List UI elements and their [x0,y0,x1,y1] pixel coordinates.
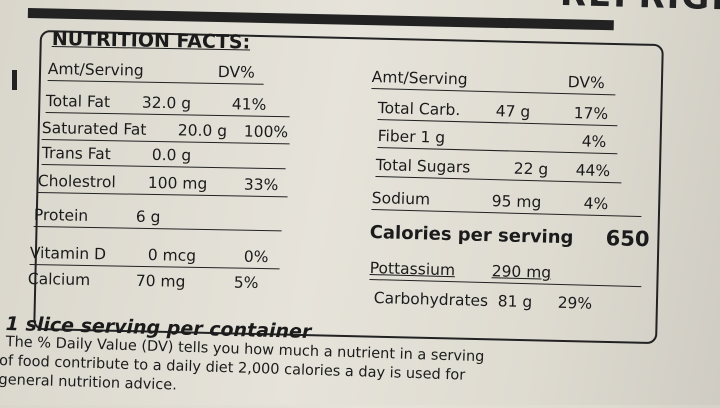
nutrient-label: Pottassium [369,259,456,280]
nutrient-label: Trans Fat [41,144,111,164]
nutrient-label: Sodium [371,189,431,209]
nutrient-row: Trans Fat 0.0 g [41,144,286,170]
nutrient-amount: 70 mg [135,271,186,291]
nutrient-label: Fiber 1 g [377,127,446,147]
nutrient-label: Cholestrol [37,172,116,192]
calories-value: 650 [605,226,650,252]
dv-description: The % Daily Value (DV) tells you how muc… [0,333,560,408]
nutrient-dv: 4% [581,132,607,151]
edge-mark [12,70,17,90]
nutrient-amount: 20.0 g [177,121,228,141]
nutrient-label: Total Fat [45,92,111,112]
nutrient-row: Total Fat 32.0 g 41% [45,92,290,118]
nutrient-label: Vitamin D [29,244,107,264]
nutrient-label: Protein [33,206,89,225]
nutrient-dv: 100% [243,122,289,142]
nutrient-row: Saturated Fat 20.0 g 100% [41,119,290,145]
nutrient-amount: 32.0 g [141,93,192,113]
nutrient-dv: 4% [583,194,609,214]
nutrient-label: Total Sugars [375,156,471,177]
nutrient-label: Total Carb. [377,99,461,120]
nutrient-amount: 47 g [495,102,531,121]
nutrient-row: Protein 6 g [33,206,282,232]
nutrient-amount: 95 mg [491,192,542,212]
amt-label: Amt/Serving [371,68,468,89]
left-header: Amt/Serving DV% [47,60,264,85]
nutrition-title: NUTRITION FACTS: [51,28,251,54]
nutrient-dv: 44% [575,161,611,181]
nutrient-label: Calcium [27,270,91,290]
nutrient-dv: 5% [233,273,259,293]
header-bar [27,8,614,31]
nutrient-amount: 22 g [513,159,549,179]
nutrient-amount: 290 mg [491,262,552,282]
amt-label: Amt/Serving [47,60,144,80]
nutrient-dv: 29% [557,293,593,313]
nutrient-amount: 0 mcg [147,246,197,265]
nutrient-amount: 81 g [497,292,533,312]
calories-label: Calories per serving [369,222,574,249]
nutrient-dv: 17% [573,104,609,124]
nutrient-dv: 0% [243,247,269,267]
nutrient-amount: 0.0 g [151,145,192,165]
nutrient-dv: 33% [243,175,279,195]
nutrient-label: Carbohydrates [373,289,489,310]
dv-label: DV% [567,73,605,93]
nutrient-amount: 6 g [135,207,161,227]
nutrient-amount: 100 mg [147,173,208,193]
nutrient-row: Cholestrol 100 mg 33% [37,172,288,198]
nutrient-dv: 41% [231,95,267,114]
nutrient-row: Vitamin D 0 mcg 0% [29,244,280,270]
dv-label: DV% [217,62,255,82]
nutrient-label: Saturated Fat [41,119,147,139]
